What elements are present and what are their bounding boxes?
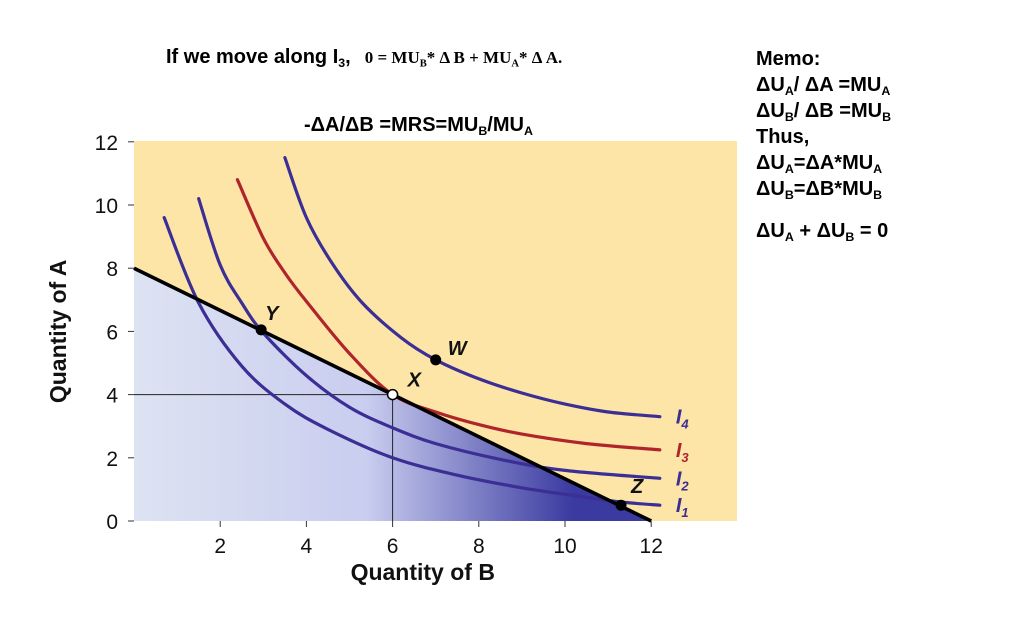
y-tick-label-0: 0 — [106, 511, 118, 534]
point-label-x: X — [407, 370, 423, 392]
memo-line-3: Thus, — [756, 126, 810, 148]
curve-label-name: I — [676, 495, 682, 517]
indifference-curve-i1 — [162, 216, 662, 507]
indifference-curve-i2 — [197, 197, 662, 480]
y-tick-label-12: 12 — [95, 132, 118, 155]
curve-label-name: I — [676, 407, 682, 429]
x-tick-label-12: 12 — [640, 535, 663, 558]
memo-panel: Memo: ΔUA/ ΔA =MUA ΔUB/ ΔB =MUB Thus, ΔU… — [756, 46, 891, 244]
memo-title: Memo: — [756, 48, 821, 70]
y-tick-label-8: 8 — [106, 258, 118, 281]
y-tick-label-2: 2 — [106, 448, 118, 471]
mrs-equation: -ΔA/ΔB =MRS=MUB/MUA — [304, 114, 533, 138]
memo-line-6: ΔUA + ΔUB = 0 — [756, 220, 889, 244]
memo-line-5: ΔUB=ΔB*MUB — [756, 178, 883, 202]
point-label-y: Y — [265, 303, 280, 325]
curve-label-i1: I1 — [676, 495, 689, 520]
y-tick-label-4: 4 — [106, 385, 118, 408]
y-axis-label: Quantity of A — [45, 260, 71, 404]
curve-label-name: I — [676, 440, 682, 462]
point-x — [386, 388, 399, 401]
curve-label-i2: I2 — [676, 468, 690, 493]
curve-label-sub: 1 — [681, 505, 688, 520]
move-along-text: If we move along I3, — [166, 46, 351, 70]
x-tick-label-4: 4 — [301, 535, 313, 558]
curve-label-name: I — [676, 468, 682, 490]
point-z — [615, 499, 627, 511]
x-tick-label-8: 8 — [473, 535, 485, 558]
point-w — [430, 354, 442, 366]
curve-label-sub: 2 — [680, 478, 689, 493]
x-tick-label-10: 10 — [553, 535, 576, 558]
move-along-statement: If we move along I3, 0 = MUB* Δ B + MUA*… — [166, 46, 562, 76]
y-tick-label-10: 10 — [95, 195, 118, 218]
x-axis-label: Quantity of B — [351, 559, 495, 585]
curve-label-sub: 4 — [680, 417, 689, 432]
curve-label-sub: 3 — [681, 450, 689, 465]
x-tick-label-2: 2 — [214, 535, 226, 558]
point-y — [255, 324, 267, 336]
point-label-w: W — [448, 338, 469, 360]
utility-equation: 0 = MUB* Δ B + MUA* Δ A. — [364, 48, 563, 70]
curve-label-i4: I4 — [676, 407, 690, 432]
curve-label-i3: I3 — [676, 440, 690, 465]
y-tick-label-6: 6 — [106, 321, 118, 344]
point-label-z: Z — [630, 476, 644, 498]
memo-line-4: ΔUA=ΔA*MUA — [756, 152, 883, 176]
memo-line-2: ΔUB/ ΔB =MUB — [756, 100, 892, 124]
memo-line-1: ΔUA/ ΔA =MUA — [756, 74, 891, 98]
x-tick-label-6: 6 — [387, 535, 399, 558]
